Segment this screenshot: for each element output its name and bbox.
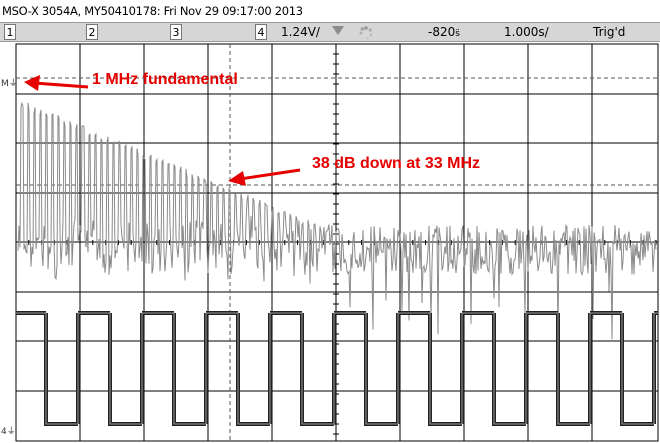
channel-4-ground-marker: 4⏚: [1, 427, 16, 437]
channel-scale-readout: 1.24V/: [281, 25, 320, 39]
ground-marker-icon: ⏚: [6, 427, 16, 437]
math-marker: [0, 76, 15, 88]
harmonic-annotation: 38 dB down at 33 MHz: [312, 155, 481, 172]
timebase-value: 1.000: [504, 25, 539, 39]
instrument-title: MSO-X 3054A, MY50410178: Fri Nov 29 09:1…: [2, 4, 303, 18]
fft-spectrum-trace: [17, 101, 657, 340]
math-marker-label: M⏚: [1, 79, 18, 89]
window-title-bar: MSO-X 3054A, MY50410178: Fri Nov 29 09:1…: [0, 0, 660, 22]
timebase-unit: s/: [538, 25, 549, 39]
channel-1-label[interactable]: 1: [4, 24, 16, 40]
square-wave-trace: [16, 311, 658, 426]
delay-readout: -820s̈: [428, 23, 460, 41]
channel-3-label[interactable]: 3: [170, 24, 182, 40]
fundamental-arrow: [24, 75, 89, 91]
channel-2-label[interactable]: 2: [86, 24, 98, 40]
delay-value: -820: [428, 25, 456, 39]
scope-status-bar: 1 2 3 4 1.24V/ -820s̈ 1.000s/ Trig'd: [0, 22, 660, 42]
channel-4-label[interactable]: 4: [255, 24, 267, 40]
delay-unit: s̈: [455, 29, 460, 39]
acquisition-spinner-icon: [359, 26, 373, 40]
fundamental-annotation: 1 MHz fundamental: [92, 71, 238, 88]
timebase-readout: 1.000s/: [504, 23, 549, 41]
ground-marker-icon: ⏚: [8, 79, 18, 89]
trigger-status: Trig'd: [593, 25, 626, 39]
harmonic-arrow: [228, 168, 301, 186]
trigger-edge-icon: [332, 26, 344, 35]
